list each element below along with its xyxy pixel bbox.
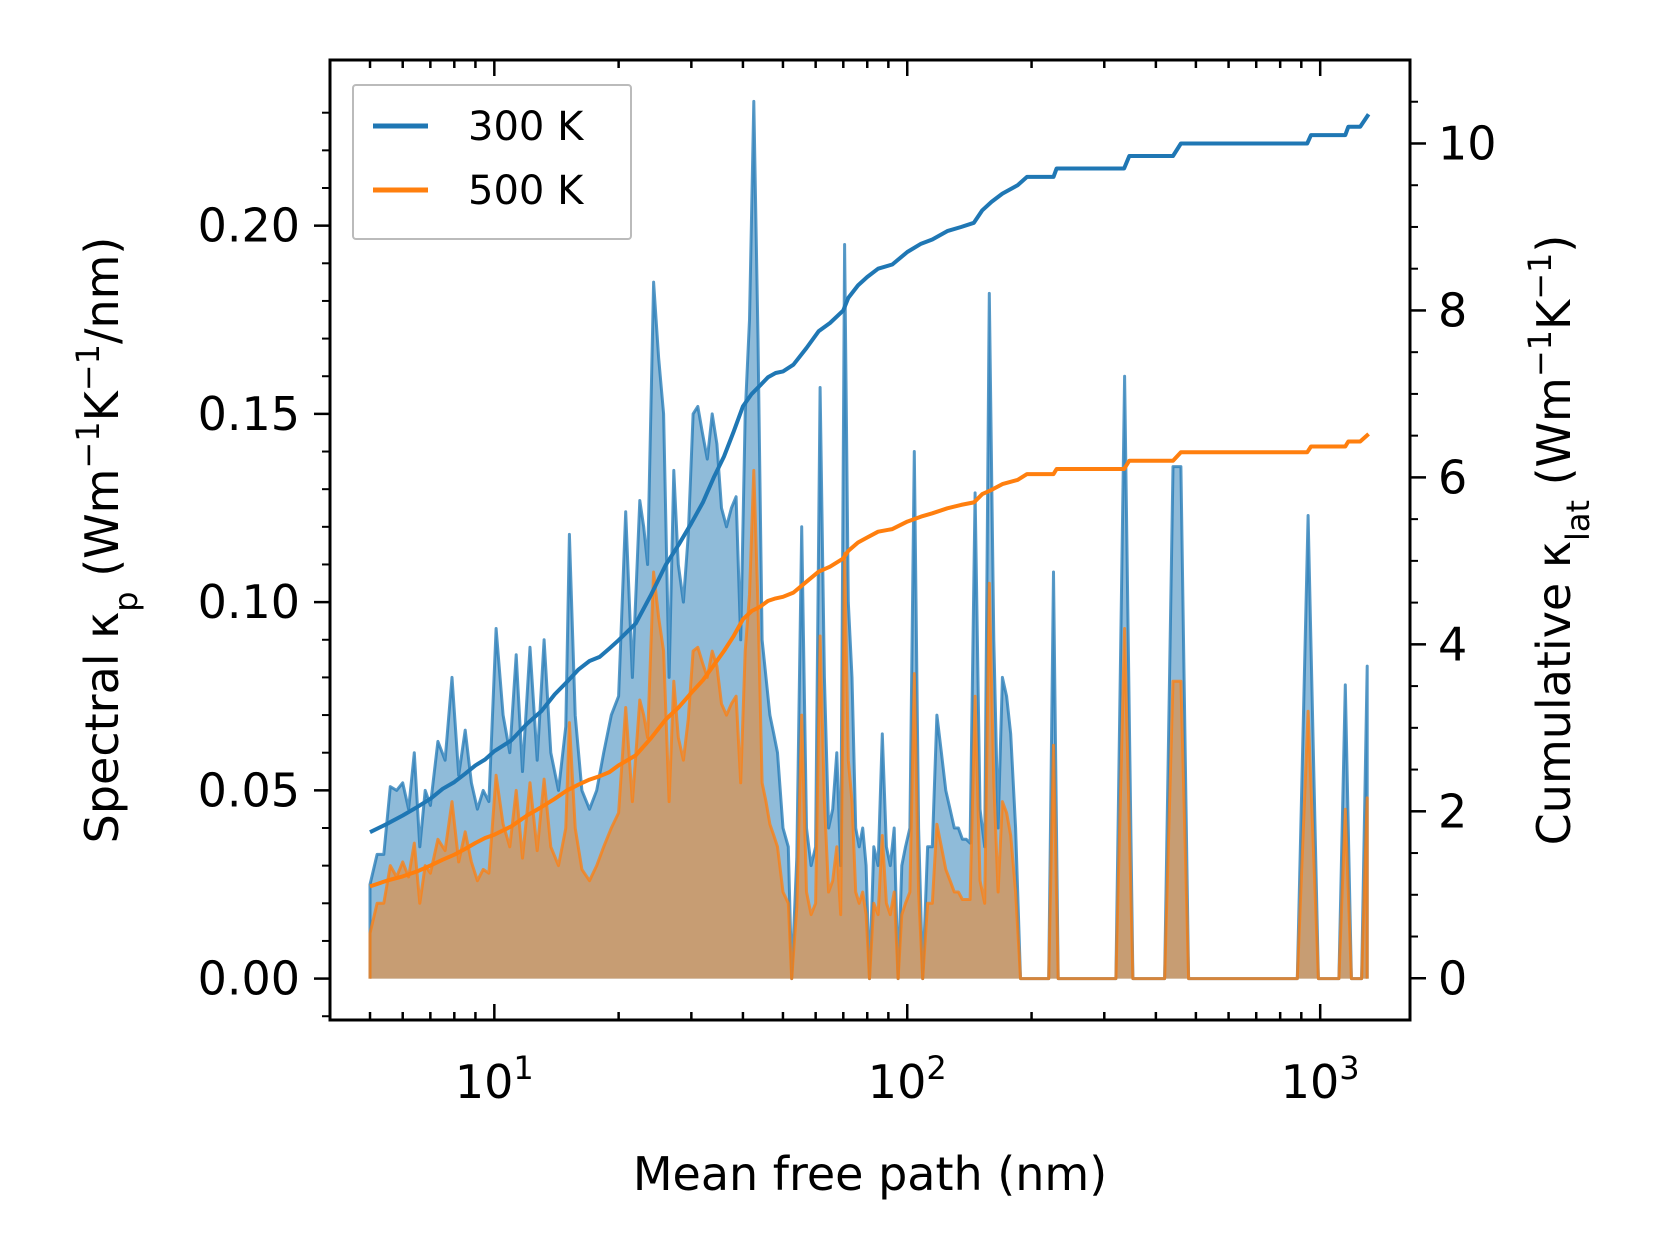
y-axis-left-label: Spectral κp (Wm−1K−1/nm) xyxy=(69,237,145,844)
y-right-tick-label: 4 xyxy=(1438,617,1467,671)
x-tick-label: 103 xyxy=(1281,1049,1360,1109)
axes-border xyxy=(328,58,1412,1022)
y-axis-right-label: Cumulative κlat (Wm−1K−1) xyxy=(1521,235,1597,846)
plot-area xyxy=(368,99,1371,981)
y-right-tick-label: 10 xyxy=(1438,116,1497,170)
legend-label-300k: 300 K xyxy=(468,104,585,150)
legend-label-500k: 500 K xyxy=(468,168,585,214)
spectral-line-500k xyxy=(368,468,1369,981)
y-left-tick-label: 0.20 xyxy=(198,199,300,253)
y-right-tick-label: 6 xyxy=(1438,450,1467,504)
y-right-tick-label: 8 xyxy=(1438,283,1467,337)
ticks xyxy=(314,60,1426,1020)
legend: 300 K 500 K xyxy=(352,84,632,240)
y-left-tick-label: 0.15 xyxy=(198,387,300,441)
x-axis-label: Mean free path (nm) xyxy=(633,1147,1107,1201)
spectral-fill-500k xyxy=(370,470,1368,979)
x-tick-label: 102 xyxy=(868,1049,947,1109)
cumulative-line-300k xyxy=(369,113,1371,834)
y-left-tick-label: 0.10 xyxy=(198,575,300,629)
cumulative-line-500k xyxy=(369,432,1370,889)
spectral-fill-300k xyxy=(370,101,1368,979)
tick-labels: 101 102 103 0.00 0.05 0.10 0.15 0.20 0 2 4 6 8 10 xyxy=(198,116,1497,1109)
y-right-tick-label: 2 xyxy=(1438,784,1467,838)
y-left-tick-label: 0.05 xyxy=(198,763,300,817)
y-right-tick-label: 0 xyxy=(1438,951,1467,1005)
y-left-tick-label: 0.00 xyxy=(198,952,300,1006)
x-tick-label: 101 xyxy=(455,1049,534,1109)
axes-frame xyxy=(328,58,1412,1022)
